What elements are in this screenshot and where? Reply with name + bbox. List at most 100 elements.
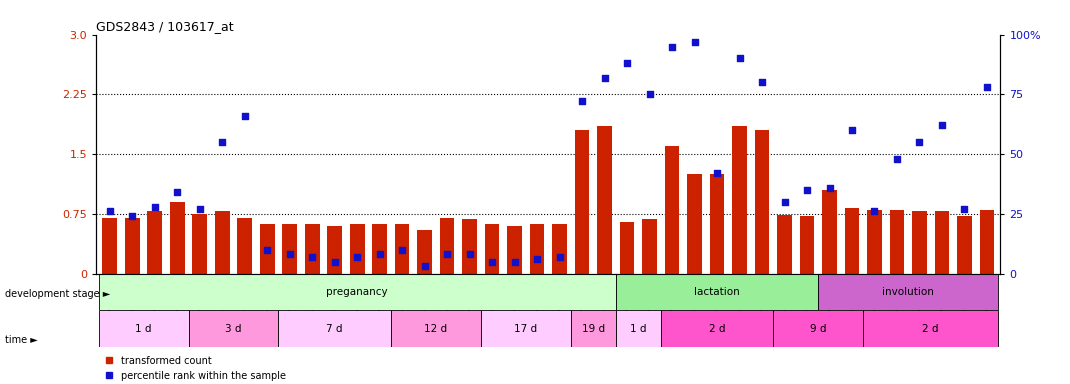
Text: 12 d: 12 d — [425, 324, 447, 334]
Text: 7 d: 7 d — [326, 324, 343, 334]
Bar — [777, 215, 792, 273]
Point — [843, 127, 860, 133]
Bar — [440, 218, 455, 273]
Bar — [215, 212, 230, 273]
Point — [663, 43, 681, 50]
Point — [506, 258, 523, 265]
Text: development stage ►: development stage ► — [5, 289, 110, 299]
Bar — [188, 310, 278, 347]
Bar — [867, 210, 882, 273]
Point — [776, 199, 793, 205]
Bar — [305, 224, 320, 273]
Bar — [98, 310, 188, 347]
Point — [911, 139, 928, 145]
Text: 19 d: 19 d — [582, 324, 605, 334]
Point — [933, 122, 950, 128]
Bar — [799, 216, 814, 273]
Bar — [844, 208, 859, 273]
Point — [214, 139, 231, 145]
Text: 17 d: 17 d — [515, 324, 537, 334]
Point — [102, 209, 119, 215]
Bar — [935, 212, 949, 273]
Text: 1 d: 1 d — [630, 324, 646, 334]
Point — [798, 187, 815, 193]
Bar — [507, 226, 522, 273]
Bar — [709, 174, 724, 273]
Bar — [980, 210, 994, 273]
Text: GDS2843 / 103617_at: GDS2843 / 103617_at — [96, 20, 234, 33]
Bar — [327, 226, 342, 273]
Point — [439, 252, 456, 258]
Point — [574, 98, 591, 104]
Bar — [889, 210, 904, 273]
Point — [753, 79, 770, 85]
Bar — [642, 219, 657, 273]
Bar — [260, 224, 275, 273]
Point — [349, 254, 366, 260]
Bar — [170, 202, 185, 273]
Point — [259, 247, 276, 253]
Bar — [103, 218, 117, 273]
Bar — [822, 190, 837, 273]
Bar — [774, 310, 863, 347]
Bar — [958, 216, 972, 273]
Point — [326, 258, 343, 265]
Bar — [350, 224, 365, 273]
Point — [484, 258, 501, 265]
Bar — [125, 218, 139, 273]
Bar — [616, 273, 819, 310]
Bar — [417, 230, 432, 273]
Bar — [462, 219, 477, 273]
Point — [124, 213, 141, 219]
Bar — [575, 130, 590, 273]
Bar — [480, 310, 571, 347]
Bar — [687, 174, 702, 273]
Point — [641, 91, 658, 98]
Bar — [732, 126, 747, 273]
Point — [147, 204, 164, 210]
Point — [192, 206, 209, 212]
Point — [529, 256, 546, 262]
Text: preganancy: preganancy — [326, 287, 388, 297]
Text: time ►: time ► — [5, 335, 39, 345]
Bar — [530, 224, 545, 273]
Bar — [863, 310, 998, 347]
Point — [551, 254, 568, 260]
Bar — [819, 273, 998, 310]
Bar — [278, 310, 391, 347]
Text: 1 d: 1 d — [135, 324, 152, 334]
Bar — [193, 214, 208, 273]
Point — [371, 252, 388, 258]
Text: 2 d: 2 d — [708, 324, 725, 334]
Text: 2 d: 2 d — [922, 324, 939, 334]
Point — [236, 113, 254, 119]
Bar — [616, 310, 661, 347]
Point — [956, 206, 973, 212]
Text: involution: involution — [883, 287, 934, 297]
Point — [461, 252, 478, 258]
Bar — [391, 310, 480, 347]
Point — [978, 84, 995, 90]
Point — [281, 252, 299, 258]
Point — [596, 74, 613, 81]
Bar — [661, 310, 774, 347]
Point — [686, 39, 703, 45]
Bar — [552, 224, 567, 273]
Legend: transformed count, percentile rank within the sample: transformed count, percentile rank withi… — [102, 352, 290, 384]
Point — [394, 247, 411, 253]
Bar — [148, 212, 162, 273]
Point — [888, 156, 905, 162]
Bar — [754, 130, 769, 273]
Bar — [282, 224, 297, 273]
Point — [821, 184, 838, 190]
Point — [708, 170, 725, 176]
Bar — [912, 212, 927, 273]
Bar — [98, 273, 616, 310]
Point — [169, 189, 186, 195]
Bar — [372, 224, 387, 273]
Point — [304, 254, 321, 260]
Point — [416, 263, 433, 270]
Bar — [485, 224, 500, 273]
Point — [866, 209, 883, 215]
Bar — [238, 218, 253, 273]
